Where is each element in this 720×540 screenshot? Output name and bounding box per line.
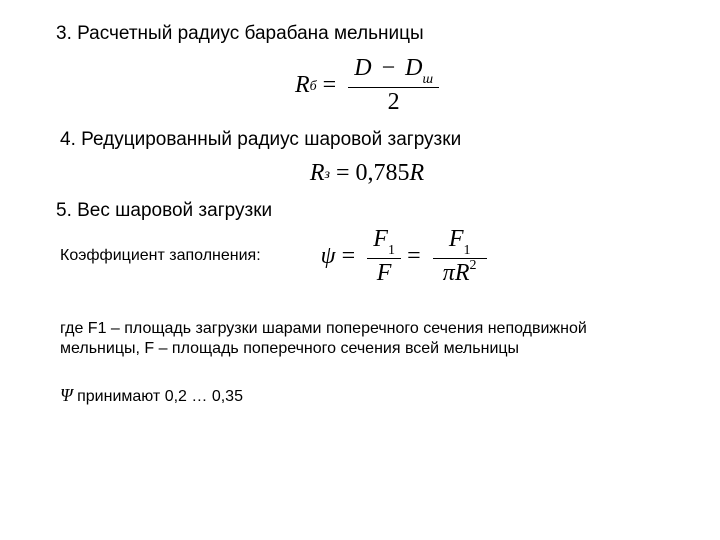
f5-psi: ψ (321, 244, 336, 268)
f3-left-sub: б (310, 80, 317, 94)
f5-f2d-pi: π (443, 260, 455, 286)
f5-f2d-pow: 2 (470, 258, 477, 273)
heading-4: 4. Редуцированный радиус шаровой загрузк… (60, 128, 674, 152)
f5-eq1: = (342, 244, 356, 268)
f5-f2n-a: F (449, 226, 464, 252)
f5-frac1: F1 F (367, 227, 401, 285)
f3-left-sym: R (295, 73, 310, 97)
f3-num-a: D (354, 55, 371, 81)
f5-f1n-a: F (373, 226, 388, 252)
psi-range-text: принимают 0,2 … 0,35 (73, 388, 243, 405)
heading-5: 5. Вес шаровой загрузки (56, 199, 674, 223)
f5-f2d-R: R (455, 260, 470, 286)
psi-symbol: Ψ (60, 385, 73, 405)
fill-row: Коэффициент заполнения: ψ = F1 F = F1 πR… (60, 227, 674, 285)
f4-eq: = (336, 161, 350, 185)
f3-num-b-sub: ш (422, 72, 433, 87)
f5-frac2: F1 πR2 (433, 227, 487, 285)
f3-fraction: D − Dш 2 (348, 56, 439, 114)
f3-minus: − (382, 55, 396, 81)
f4-rhs-R: R (410, 161, 425, 185)
coef-label: Коэффициент заполнения: (60, 247, 261, 265)
f5-f1n-sub: 1 (388, 243, 395, 258)
formula-5: ψ = F1 F = F1 πR2 (321, 227, 487, 285)
note-f1-f: где F1 – площадь загрузки шарами попереч… (60, 319, 660, 359)
formula-4: Rз = 0,785R (60, 161, 674, 185)
page: 3. Расчетный радиус барабана мельницы Rб… (0, 0, 720, 540)
f5-eq2: = (407, 244, 421, 268)
f4-left-sub: з (324, 168, 329, 182)
f5-f1d: F (371, 259, 398, 285)
f3-den: 2 (382, 88, 406, 114)
formula-3: Rб = D − Dш 2 (60, 56, 674, 114)
f4-rhs-num: 0,785 (356, 161, 410, 185)
f5-f2n-sub: 1 (463, 243, 470, 258)
f3-eq: = (323, 73, 337, 97)
heading-3: 3. Расчетный радиус барабана мельницы (56, 22, 674, 46)
f3-num-b: D (405, 55, 422, 81)
f4-left-sym: R (310, 161, 325, 185)
psi-range-line: Ψ принимают 0,2 … 0,35 (60, 385, 674, 406)
